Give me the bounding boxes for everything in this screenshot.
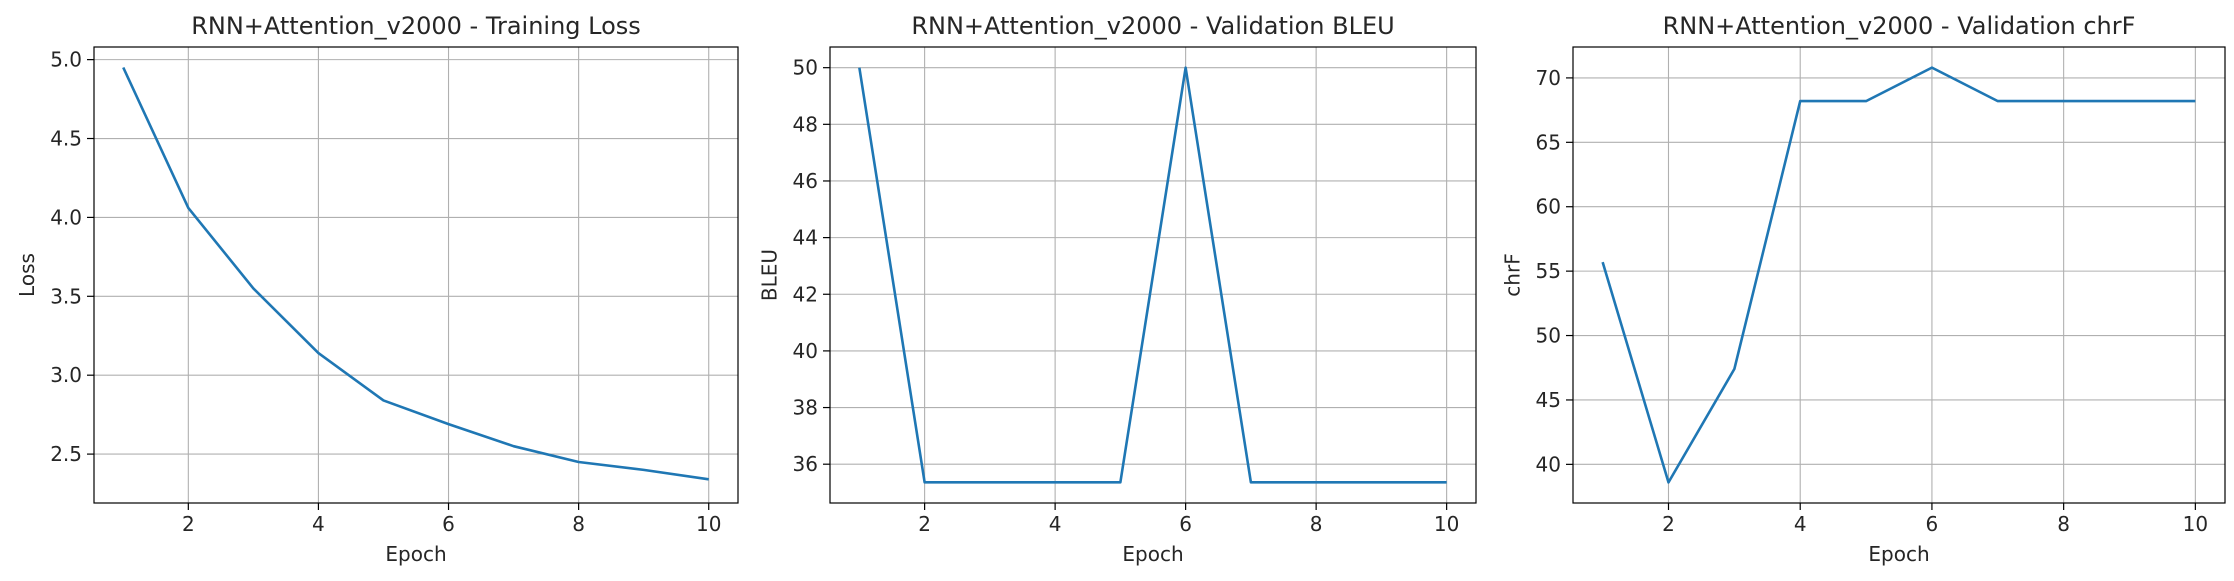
y-tick-label: 48 <box>793 112 818 136</box>
x-tick-label: 4 <box>312 512 325 536</box>
axes-frame <box>1572 46 2226 504</box>
chart-title: RNN+Attention_v2000 - Validation BLEU <box>911 12 1394 40</box>
y-tick-label: 50 <box>793 56 818 80</box>
x-tick-label: 10 <box>2183 512 2208 536</box>
y-tick-label: 3.5 <box>50 284 82 308</box>
x-tick-label: 6 <box>442 512 455 536</box>
y-axis-label: Loss <box>15 253 39 297</box>
chrf-chart: RNN+Attention_v2000 - Validation chrF Ep… <box>1501 12 2226 566</box>
series-line <box>858 66 1447 484</box>
x-tick-label: 2 <box>918 512 931 536</box>
y-tick-label: 36 <box>793 452 818 476</box>
y-tick-label: 46 <box>793 169 818 193</box>
series-line <box>1601 66 2196 484</box>
x-tick-label: 2 <box>182 512 195 536</box>
x-tick-label: 2 <box>1662 512 1675 536</box>
x-tick-label: 6 <box>1926 512 1939 536</box>
axes-frame <box>93 46 739 504</box>
y-axis-label: BLEU <box>758 249 782 301</box>
series-line <box>122 66 709 481</box>
y-tick-label: 44 <box>793 226 818 250</box>
x-tick-label: 8 <box>2057 512 2070 536</box>
loss-chart: RNN+Attention_v2000 - Training Loss Epoc… <box>15 12 739 566</box>
chart-title: RNN+Attention_v2000 - Validation chrF <box>1663 12 2136 40</box>
y-tick-label: 45 <box>1536 388 1561 412</box>
grid <box>830 47 1476 503</box>
y-axis-label: chrF <box>1501 253 1525 296</box>
grid <box>94 47 738 503</box>
x-tick-label: 4 <box>1049 512 1062 536</box>
y-tick-label: 3.0 <box>50 363 82 387</box>
bleu-chart: RNN+Attention_v2000 - Validation BLEU Ep… <box>758 12 1477 566</box>
y-tick-label: 5.0 <box>50 48 82 72</box>
x-tick-label: 4 <box>1794 512 1807 536</box>
y-tick-label: 4.0 <box>50 205 82 229</box>
x-tick-label: 10 <box>1434 512 1459 536</box>
grid <box>1573 47 2225 503</box>
x-tick-label: 10 <box>696 512 721 536</box>
x-axis-label: Epoch <box>385 542 446 566</box>
y-tick-label: 42 <box>793 282 818 306</box>
y-tick-label: 4.5 <box>50 127 82 151</box>
x-tick-label: 6 <box>1179 512 1192 536</box>
y-tick-label: 70 <box>1536 66 1561 90</box>
y-tick-label: 65 <box>1536 130 1561 154</box>
y-tick-label: 40 <box>793 339 818 363</box>
x-tick-label: 8 <box>572 512 585 536</box>
chart-title: RNN+Attention_v2000 - Training Loss <box>191 12 641 40</box>
y-tick-label: 40 <box>1536 452 1561 476</box>
y-tick-label: 55 <box>1536 259 1561 283</box>
y-tick-label: 38 <box>793 396 818 420</box>
y-tick-label: 50 <box>1536 324 1561 348</box>
x-axis-label: Epoch <box>1122 542 1183 566</box>
y-tick-label: 2.5 <box>50 442 82 466</box>
axes-frame <box>829 46 1477 504</box>
x-axis-label: Epoch <box>1868 542 1929 566</box>
x-tick-label: 8 <box>1310 512 1323 536</box>
y-tick-label: 60 <box>1536 195 1561 219</box>
